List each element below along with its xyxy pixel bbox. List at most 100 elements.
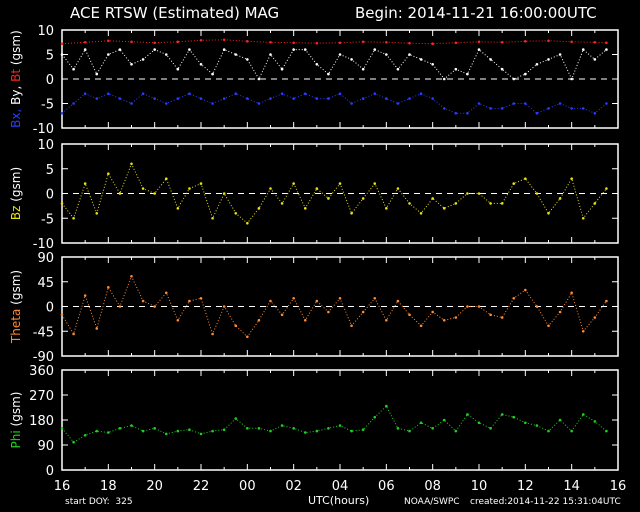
y-axis-label: Bx, By, Bt (gsm) <box>9 30 23 128</box>
y-tick-label: 45 <box>37 276 54 291</box>
data-point <box>222 428 226 432</box>
y-tick-label: 0 <box>46 188 54 203</box>
data-point <box>535 63 539 66</box>
data-point <box>164 53 168 56</box>
data-point <box>489 427 492 430</box>
data-point <box>396 299 400 303</box>
data-point <box>83 433 87 437</box>
data-point <box>130 424 133 427</box>
data-point <box>338 296 342 300</box>
data-point <box>280 313 284 317</box>
x-tick-label: 08 <box>424 479 441 494</box>
data-point <box>95 97 99 100</box>
data-point <box>315 63 319 66</box>
data-point <box>303 431 307 434</box>
y-tick-label: 90 <box>37 251 54 266</box>
data-point <box>327 197 330 200</box>
data-point <box>338 424 342 427</box>
data-point <box>431 427 434 430</box>
data-point <box>535 192 539 195</box>
data-point <box>454 202 458 205</box>
data-point <box>327 97 330 100</box>
x-tick-label: 18 <box>100 479 117 494</box>
data-point <box>211 429 214 433</box>
data-point <box>303 48 307 51</box>
data-point <box>315 41 319 45</box>
data-point <box>570 77 573 81</box>
data-point <box>593 58 597 61</box>
data-point <box>605 187 608 190</box>
data-point <box>130 274 133 278</box>
data-point <box>385 404 388 408</box>
created-timestamp: created:2014-11-22 15:31:04UTC <box>470 497 621 507</box>
data-point <box>130 40 133 44</box>
data-point <box>280 67 284 71</box>
data-point <box>570 107 573 110</box>
series-line <box>61 162 607 224</box>
data-point <box>327 310 330 314</box>
y-tick-label: 5 <box>46 49 54 64</box>
data-point <box>454 41 458 45</box>
data-point <box>199 97 203 100</box>
data-point <box>234 53 238 56</box>
y-tick-label: -5 <box>41 212 54 227</box>
data-point <box>524 39 527 43</box>
x-tick-label: 06 <box>378 479 395 494</box>
data-point <box>257 207 261 210</box>
data-point <box>188 299 191 303</box>
data-point <box>408 97 411 100</box>
data-point <box>396 67 400 71</box>
data-point <box>153 427 156 430</box>
data-point <box>60 427 64 430</box>
data-point <box>350 102 353 105</box>
data-point <box>107 92 110 95</box>
data-point <box>593 316 597 319</box>
data-point <box>118 305 122 308</box>
data-point <box>327 427 330 430</box>
data-point <box>442 207 446 210</box>
data-point <box>315 97 319 100</box>
data-point <box>107 285 110 289</box>
y-tick-label: 270 <box>29 389 54 404</box>
data-point <box>500 40 504 44</box>
data-point <box>176 97 180 100</box>
data-point <box>72 332 75 336</box>
y-axis-label: Theta (gsm) <box>9 270 23 344</box>
data-point <box>500 67 504 71</box>
data-point <box>188 92 191 95</box>
data-point <box>60 202 64 205</box>
data-point <box>431 63 434 66</box>
data-point <box>303 207 307 210</box>
data-point <box>500 202 504 205</box>
series-line <box>61 48 607 81</box>
data-point <box>547 39 550 43</box>
x-tick-label: 16 <box>54 479 71 494</box>
data-point <box>176 318 180 322</box>
y-tick-label: 0 <box>46 464 54 479</box>
data-point <box>338 182 342 185</box>
data-point <box>257 318 261 322</box>
y-axis-label-part: Bz <box>9 206 23 221</box>
data-point <box>431 197 434 200</box>
data-point <box>558 53 562 56</box>
data-point <box>524 177 527 180</box>
data-point <box>593 112 597 115</box>
data-point <box>246 97 249 100</box>
data-point <box>547 107 550 110</box>
data-point <box>211 102 214 105</box>
y-axis-label-part: Bx, <box>9 109 23 128</box>
start-doy: start DOY: 325 <box>65 497 133 507</box>
data-point <box>454 316 458 319</box>
data-point <box>257 102 261 105</box>
data-point <box>373 182 377 185</box>
data-point <box>257 427 261 430</box>
data-point <box>72 440 75 444</box>
data-point <box>141 58 145 61</box>
data-point <box>396 102 400 105</box>
y-axis-label: Bz (gsm) <box>9 167 23 220</box>
data-point <box>280 92 284 95</box>
data-point <box>442 107 446 110</box>
data-point <box>385 40 388 44</box>
data-point <box>222 48 226 51</box>
